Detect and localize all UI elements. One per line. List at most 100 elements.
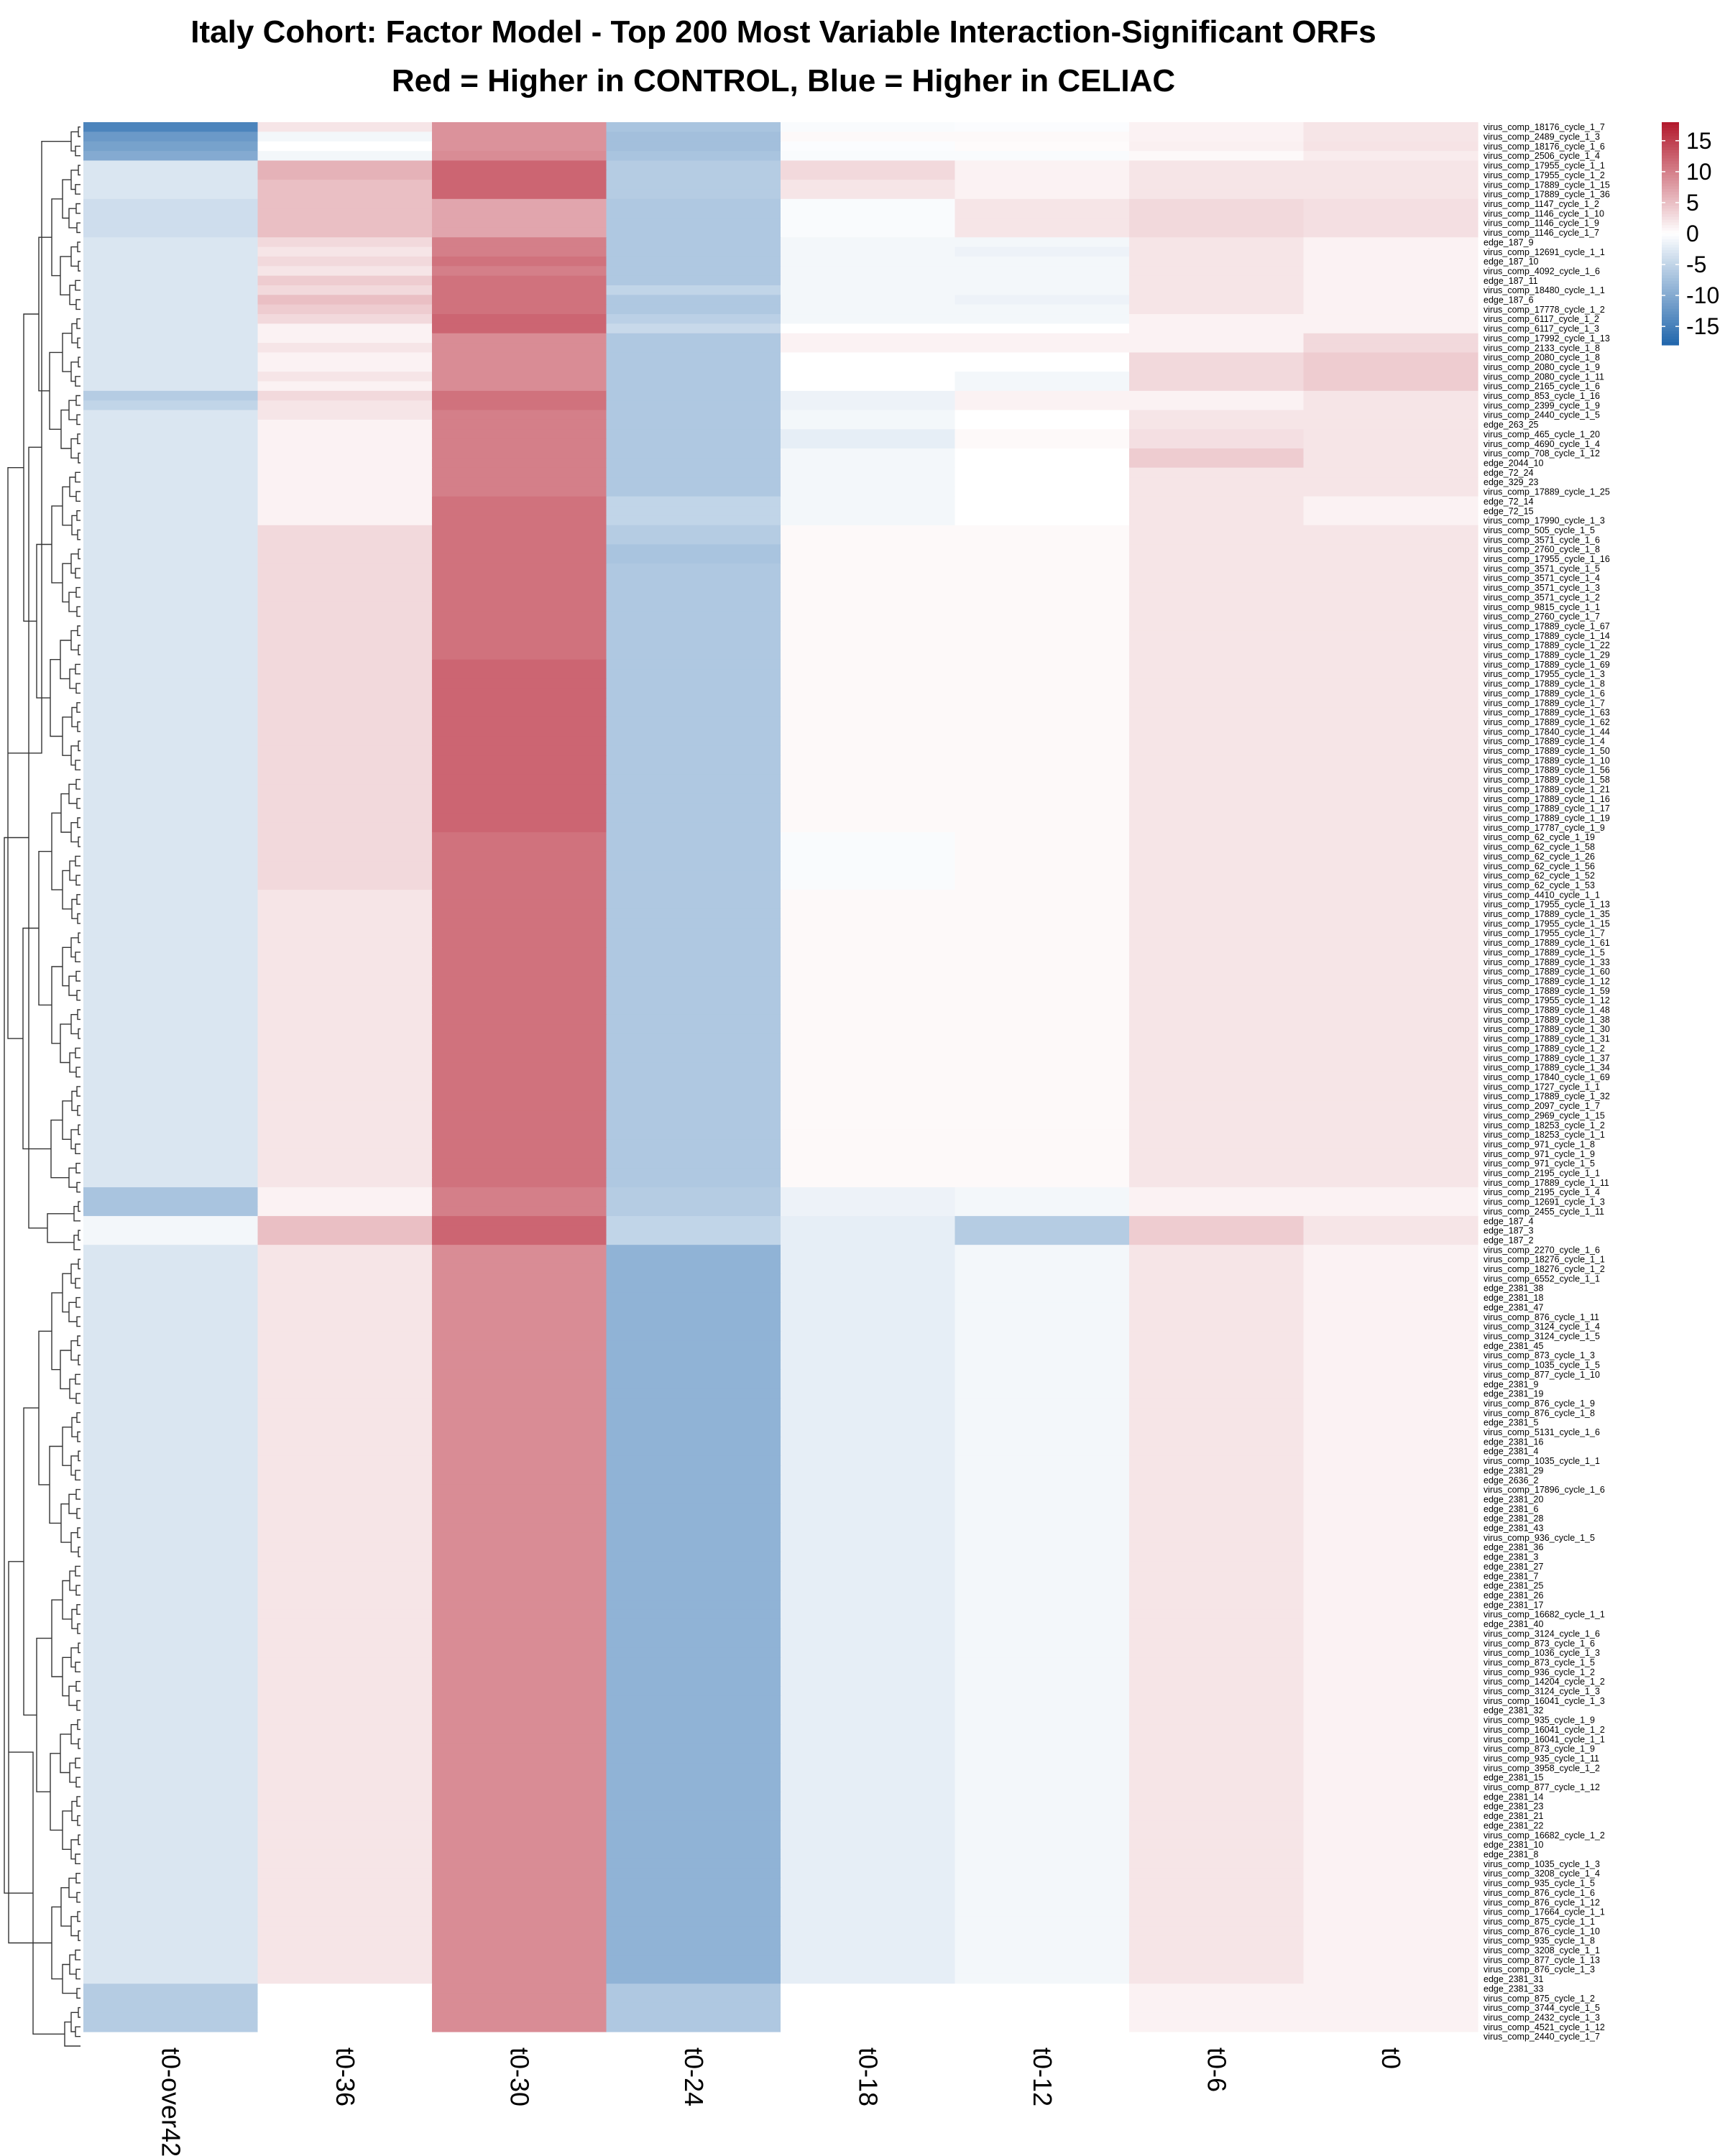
heatmap-cell <box>83 1484 259 1495</box>
heatmap-cell <box>781 1830 956 1841</box>
heatmap-cell <box>954 1724 1130 1735</box>
heatmap-cell <box>432 1475 607 1485</box>
heatmap-cell <box>781 1839 956 1850</box>
heatmap-cell <box>954 275 1130 286</box>
heatmap-cell <box>1303 1600 1478 1611</box>
heatmap-cell <box>1129 899 1305 910</box>
heatmap-cell <box>1129 1263 1305 1274</box>
legend-color-step <box>1662 311 1679 315</box>
heatmap-cell <box>1129 1494 1305 1505</box>
heatmap-cell <box>257 198 433 209</box>
heatmap-cell <box>781 1225 956 1236</box>
heatmap-cell <box>83 506 259 517</box>
heatmap-cell <box>1129 1657 1305 1668</box>
row-label: virus_comp_2080_cycle_1_11 <box>1484 372 1604 382</box>
heatmap-cell <box>1129 1542 1305 1553</box>
heatmap-cell <box>954 1369 1130 1380</box>
heatmap-cell <box>432 1686 607 1697</box>
row-label: edge_2381_6 <box>1484 1504 1539 1514</box>
heatmap-cell <box>432 1734 607 1745</box>
heatmap-cell <box>606 1292 781 1303</box>
heatmap-cell <box>606 1053 781 1064</box>
heatmap-cell <box>606 727 781 737</box>
heatmap-cell <box>83 842 259 852</box>
heatmap-cell <box>954 678 1130 689</box>
heatmap-cell <box>257 650 433 660</box>
heatmap-cell <box>1303 573 1478 584</box>
heatmap-cell <box>606 1360 781 1370</box>
heatmap-cell <box>1303 1695 1478 1706</box>
heatmap-cell <box>83 1082 259 1092</box>
heatmap-cell <box>83 1590 259 1600</box>
heatmap-cell <box>954 1695 1130 1706</box>
row-label: edge_187_9 <box>1484 237 1534 247</box>
heatmap-cell <box>781 2022 956 2032</box>
heatmap-cell <box>83 1062 259 1073</box>
heatmap-cell <box>1303 1945 1478 1955</box>
heatmap-cell <box>1303 832 1478 842</box>
row-label: virus_comp_853_cycle_1_16 <box>1484 391 1600 401</box>
heatmap-cell <box>954 525 1130 535</box>
heatmap-cell <box>606 390 781 401</box>
heatmap-cell <box>954 1043 1130 1054</box>
heatmap-cell <box>781 170 956 180</box>
heatmap-cell <box>1129 352 1305 363</box>
heatmap-cell <box>1303 1916 1478 1927</box>
heatmap-cell <box>1129 717 1305 727</box>
row-label: edge_187_4 <box>1484 1216 1534 1226</box>
legend-color-step <box>1662 298 1679 301</box>
heatmap-cell <box>257 151 433 162</box>
heatmap-cell <box>1129 745 1305 756</box>
heatmap-cell <box>83 563 259 574</box>
heatmap-cell <box>1303 1273 1478 1284</box>
heatmap-cell <box>781 880 956 890</box>
heatmap-cell <box>606 1935 781 1946</box>
row-label: edge_187_3 <box>1484 1226 1534 1236</box>
row-label: virus_comp_3571_cycle_1_4 <box>1484 573 1600 584</box>
heatmap-cell <box>781 947 956 958</box>
heatmap-cell <box>781 477 956 487</box>
row-label: virus_comp_876_cycle_1_3 <box>1484 1965 1595 1975</box>
heatmap-cell <box>257 765 433 775</box>
heatmap-cell <box>781 774 956 785</box>
heatmap-cell <box>1303 650 1478 660</box>
heatmap-cell <box>432 890 607 900</box>
heatmap-cell <box>257 1437 433 1447</box>
heatmap-cell <box>257 1158 433 1169</box>
heatmap-cell <box>432 1571 607 1582</box>
heatmap-cell <box>1303 170 1478 180</box>
row-label: virus_comp_9815_cycle_1_1 <box>1484 602 1600 612</box>
row-label: virus_comp_17889_cycle_1_8 <box>1484 679 1605 689</box>
heatmap-cell <box>257 1897 433 1908</box>
heatmap-cell <box>781 1417 956 1428</box>
heatmap-cell <box>257 1245 433 1256</box>
heatmap-cell <box>257 1235 433 1245</box>
heatmap-cell <box>1303 1763 1478 1774</box>
heatmap-cell <box>1303 880 1478 890</box>
heatmap-cell <box>432 218 607 229</box>
heatmap-cell <box>606 1667 781 1677</box>
heatmap-cell <box>781 1053 956 1064</box>
heatmap-cell <box>954 1839 1130 1850</box>
legend-color-step <box>1662 216 1679 221</box>
heatmap-cell <box>1303 1417 1478 1428</box>
heatmap-cell <box>1303 1254 1478 1265</box>
heatmap-cell <box>781 573 956 584</box>
row-label: virus_comp_2760_cycle_1_7 <box>1484 612 1600 622</box>
heatmap-cell <box>606 1398 781 1409</box>
row-label: edge_72_15 <box>1484 506 1534 516</box>
heatmap-cell <box>1303 966 1478 977</box>
heatmap-cell <box>257 784 433 795</box>
heatmap-cell <box>606 160 781 171</box>
row-label: virus_comp_17955_cycle_1_3 <box>1484 669 1605 679</box>
heatmap-cell <box>1129 1763 1305 1774</box>
heatmap-cell <box>606 361 781 372</box>
heatmap-cell <box>83 410 259 420</box>
heatmap-cell <box>954 1148 1130 1159</box>
heatmap-cell <box>83 698 259 709</box>
heatmap-cell <box>83 822 259 833</box>
legend-color-step <box>1662 275 1679 279</box>
heatmap-cell <box>954 448 1130 459</box>
heatmap-cell <box>1129 1398 1305 1409</box>
heatmap-cell <box>257 947 433 958</box>
